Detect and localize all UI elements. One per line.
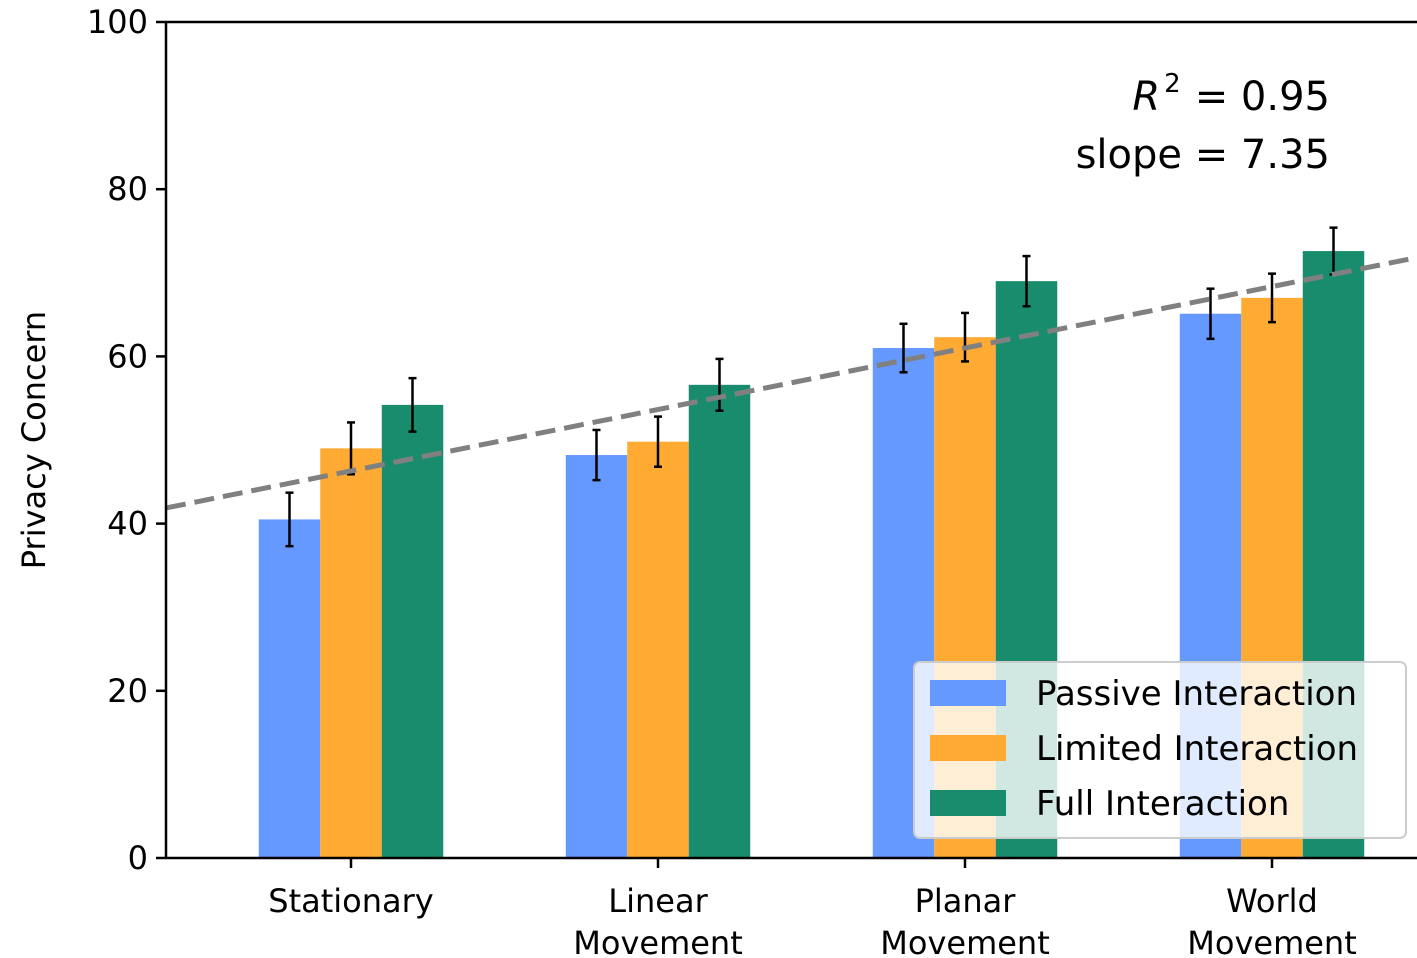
y-tick-label: 40	[107, 505, 148, 543]
y-tick-label: 80	[107, 170, 148, 208]
x-tick-label-line: World	[1226, 882, 1318, 920]
x-tick-label-line: Stationary	[268, 882, 433, 920]
legend-swatch	[930, 790, 1006, 816]
r-squared-text: R 2 = 0.95	[1132, 69, 1330, 120]
x-tick-label: Planar Movement	[880, 882, 1050, 958]
r-squared-value: = 0.95	[1195, 74, 1330, 120]
x-tick-label-line: Movement	[880, 924, 1050, 958]
legend-label: Full Interaction	[1036, 784, 1289, 824]
bar	[258, 519, 321, 858]
x-tick-label-line: Linear	[608, 882, 708, 920]
legend-label: Passive Interaction	[1036, 674, 1357, 714]
slope-text: slope = 7.35	[1076, 132, 1330, 178]
y-tick-label: 0	[128, 839, 148, 877]
x-tick-label-line: Planar	[915, 882, 1017, 920]
legend-swatch	[930, 735, 1006, 761]
y-tick-label: 60	[107, 337, 148, 375]
x-tick-label: Stationary	[268, 882, 433, 920]
r-squared-exponent: 2	[1164, 69, 1181, 99]
x-tick-label-line: Movement	[1187, 924, 1357, 958]
r-squared-symbol: R	[1132, 74, 1160, 120]
x-tick-label: World Movement	[1187, 882, 1357, 958]
x-tick-label-line: Movement	[573, 924, 743, 958]
bar	[320, 448, 382, 858]
error-bar-group	[285, 226, 1338, 548]
trend-line	[165, 255, 1417, 511]
bar	[381, 404, 444, 858]
axes	[164, 20, 1417, 860]
legend: Passive Interaction Limited Interaction Fu…	[913, 661, 1407, 839]
y-ticks: 0 20 40 60 80 100	[87, 3, 166, 877]
regression-annotation: R 2 = 0.95 slope = 7.35	[1076, 69, 1330, 178]
bar	[627, 441, 689, 858]
bar	[565, 455, 628, 858]
x-tick-label: Linear Movement	[573, 882, 743, 958]
y-axis-label: Privacy Concern	[15, 311, 53, 569]
legend-label: Limited Interaction	[1036, 729, 1358, 769]
y-tick-label: 20	[107, 672, 148, 710]
legend-swatch	[930, 680, 1006, 706]
bar	[688, 384, 751, 858]
y-tick-label: 100	[87, 3, 148, 41]
legend-box	[913, 661, 1407, 839]
